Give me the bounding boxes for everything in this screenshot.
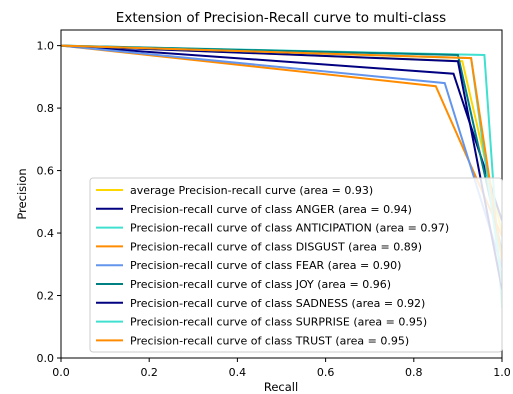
x-axis-ticks: 0.0 0.2 0.4 0.6 0.8 1.0 (52, 358, 511, 379)
legend-entry: Precision-recall curve of class DISGUST … (130, 240, 422, 253)
y-tick-label: 1.0 (37, 40, 55, 53)
legend-entry: Precision-recall curve of class FEAR (ar… (130, 259, 401, 272)
x-tick-label: 0.2 (140, 366, 158, 379)
y-tick-label: 0.8 (37, 102, 55, 115)
x-tick-label: 0.8 (405, 366, 423, 379)
series-group (61, 44, 502, 309)
x-tick-label: 0.0 (52, 366, 70, 379)
legend-entry: Precision-recall curve of class ANGER (a… (130, 203, 412, 216)
x-tick-label: 1.0 (493, 366, 511, 379)
legend-box (89, 177, 503, 353)
x-tick-label: 0.4 (229, 366, 247, 379)
legend-entry: Precision-recall curve of class SADNESS … (130, 297, 425, 310)
legend-entry: average Precision-recall curve (area = 0… (130, 184, 373, 197)
y-tick-label: 0.4 (37, 227, 55, 240)
chart-title: Extension of Precision-Recall curve to m… (116, 10, 446, 26)
x-tick-label: 0.6 (317, 366, 335, 379)
legend-entry: Precision-recall curve of class TRUST (a… (130, 334, 409, 347)
y-axis-label: Precision (15, 168, 29, 219)
y-tick-label: 0.2 (37, 290, 55, 303)
legend-entry: Precision-recall curve of class SURPRISE… (130, 316, 427, 329)
legend: average Precision-recall curve (area = 0… (89, 177, 503, 353)
legend-entry: Precision-recall curve of class ANTICIPA… (130, 222, 449, 235)
x-axis-label: Recall (264, 380, 298, 394)
y-tick-label: 0.0 (37, 352, 55, 365)
y-tick-label: 0.6 (37, 165, 55, 178)
y-axis-ticks: 0.0 0.2 0.4 0.6 0.8 1.0 (37, 40, 61, 365)
legend-entry: Precision-recall curve of class JOY (are… (130, 278, 391, 291)
